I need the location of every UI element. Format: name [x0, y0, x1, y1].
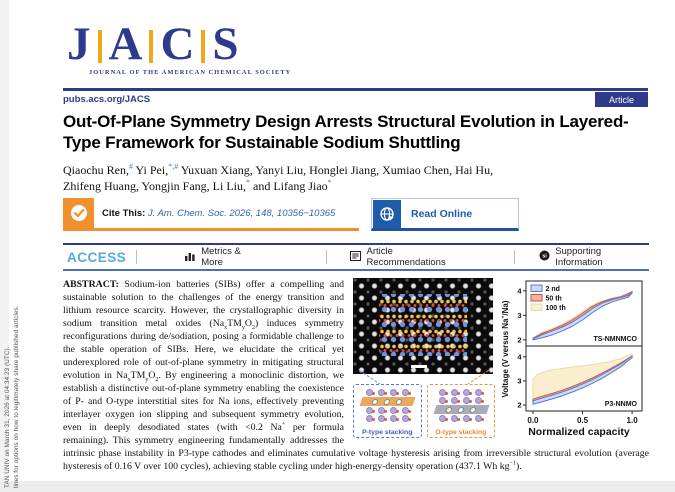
- read-online-label: Read Online: [411, 207, 473, 220]
- article-type-badge: Article: [594, 92, 648, 107]
- o-stacking-label: O-type stacking: [435, 429, 487, 436]
- read-online-button[interactable]: Read Online: [371, 198, 519, 231]
- pubs-url-link[interactable]: pubs.acs.org/JACS: [63, 94, 151, 105]
- cite-row: Cite This: J. Am. Chem. Soc. 2026, 148, …: [63, 198, 649, 231]
- article-recommendations-link[interactable]: Article Recommendations: [350, 246, 472, 268]
- logo-letter-a: A: [108, 18, 143, 70]
- jacs-logo: J A C S JOURNAL OF THE AMERICAN CHEMICAL…: [67, 18, 292, 77]
- logo-tagline: JOURNAL OF THE AMERICAN CHEMICAL SOCIETY: [89, 69, 292, 76]
- supporting-label: Supporting Information: [555, 246, 603, 268]
- chart-x-axis-label: Normalized capacity: [528, 426, 630, 438]
- download-disclaimer-line1: TAN UNIV on March 31, 2026 at 04:34:23 (…: [4, 346, 11, 488]
- page-bottom-strip: [0, 481, 675, 492]
- svg-text:0.0: 0.0: [527, 416, 539, 425]
- abstract-label: ABSTRACT:: [63, 279, 119, 290]
- atom-row: [428, 389, 495, 396]
- scale-bar: [411, 365, 427, 368]
- p-type-stacking-inset: P-type stacking: [353, 384, 422, 438]
- cite-this-label: Cite This:: [102, 207, 146, 219]
- toolbar-divider: [325, 250, 327, 264]
- svg-text:4: 4: [517, 352, 522, 361]
- logo-letter-j: J: [67, 18, 91, 70]
- voltage-capacity-chart: Voltage (V versus Na+/Na) 2 3 4 TS-NMNMCO 2 3…: [495, 278, 649, 440]
- supporting-info-icon: si: [539, 250, 550, 264]
- atom-row: [428, 415, 495, 422]
- author-list: Qiaochu Ren,# Yi Pei,*,# Yuxuan Xiang, Y…: [63, 163, 649, 194]
- svg-text:P3-NNMO: P3-NNMO: [605, 401, 638, 408]
- svg-text:si: si: [543, 253, 548, 259]
- download-disclaimer-line2: lines for options on how to legitimately…: [12, 305, 20, 488]
- atomic-structure-overlay: [379, 294, 467, 356]
- chart-plot-area: 2 3 4 TS-NMNMCO 2 3 4 P3-NNMO 0.0 0.5 1.0 2 nd 50 th…: [517, 280, 643, 425]
- logo-letter-s: S: [212, 18, 239, 70]
- atom-row: [428, 397, 495, 404]
- logo-divider-bar: [201, 30, 206, 63]
- atom-row: [354, 407, 421, 414]
- citation-text[interactable]: J. Am. Chem. Soc. 2026, 148, 10356−10365: [147, 207, 336, 219]
- atom-row: [354, 415, 421, 422]
- chart-y-axis-label: Voltage (V versus Na+/Na): [501, 300, 510, 398]
- svg-text:3: 3: [517, 377, 521, 386]
- toolbar-divider: [514, 250, 516, 264]
- toolbar-divider: [136, 250, 138, 264]
- cite-this-button[interactable]: Cite This: J. Am. Chem. Soc. 2026, 148, …: [63, 198, 359, 231]
- tem-image: [353, 278, 493, 374]
- download-disclaimer: TAN UNIV on March 31, 2026 at 04:34:23 (…: [4, 258, 22, 488]
- globe-icon: [373, 199, 401, 228]
- p-stacking-label: P-type stacking: [362, 429, 413, 436]
- page-edge-strip: [0, 0, 9, 492]
- svg-text:3: 3: [517, 311, 521, 320]
- abstract-section: P-type stacking O-type stacking Voltage …: [63, 278, 649, 473]
- supporting-information-link[interactable]: si Supporting Information: [539, 246, 649, 268]
- author-line-2: Zhifeng Huang, Yongjin Fang, Li Liu,* an…: [63, 177, 332, 193]
- access-link[interactable]: ACCESS: [67, 249, 127, 265]
- bar-chart-icon: [185, 251, 196, 264]
- na-octahedral-layer: [433, 405, 489, 414]
- atom-row: [354, 389, 421, 396]
- graphical-abstract: P-type stacking O-type stacking Voltage …: [353, 278, 649, 440]
- svg-text:0.5: 0.5: [577, 416, 589, 425]
- svg-text:1.0: 1.0: [627, 416, 639, 425]
- svg-text:4: 4: [517, 286, 522, 295]
- svg-text:TS-NMNMCO: TS-NMNMCO: [593, 336, 637, 343]
- svg-text:2: 2: [517, 335, 521, 344]
- metrics-and-more-link[interactable]: Metrics & More: [185, 246, 263, 268]
- logo-divider-bar: [149, 30, 154, 63]
- o-type-stacking-inset: O-type stacking: [426, 384, 495, 438]
- logo-letter-c: C: [160, 18, 195, 70]
- svg-text:100 th: 100 th: [546, 305, 566, 312]
- header-rule: [63, 88, 648, 91]
- svg-text:50 th: 50 th: [546, 296, 562, 303]
- recommendations-label: Article Recommendations: [366, 246, 446, 268]
- cite-check-icon: [63, 198, 94, 228]
- na-prismatic-layer: [359, 397, 415, 406]
- metrics-label: Metrics & More: [201, 246, 241, 268]
- abstract-text: Sodium-ion batteries (SIBs) offer a comp…: [63, 279, 649, 472]
- svg-text:2: 2: [517, 401, 521, 410]
- author-line-1: Qiaochu Ren,# Yi Pei,*,# Yuxuan Xiang, Y…: [63, 162, 494, 178]
- access-toolbar: ACCESS Metrics & More Article Recommenda…: [63, 243, 649, 271]
- svg-text:2 nd: 2 nd: [546, 286, 560, 293]
- document-list-icon: [350, 250, 362, 264]
- article-title: Out-Of-Plane Symmetry Design Arrests Str…: [63, 112, 629, 152]
- logo-divider-bar: [97, 30, 102, 63]
